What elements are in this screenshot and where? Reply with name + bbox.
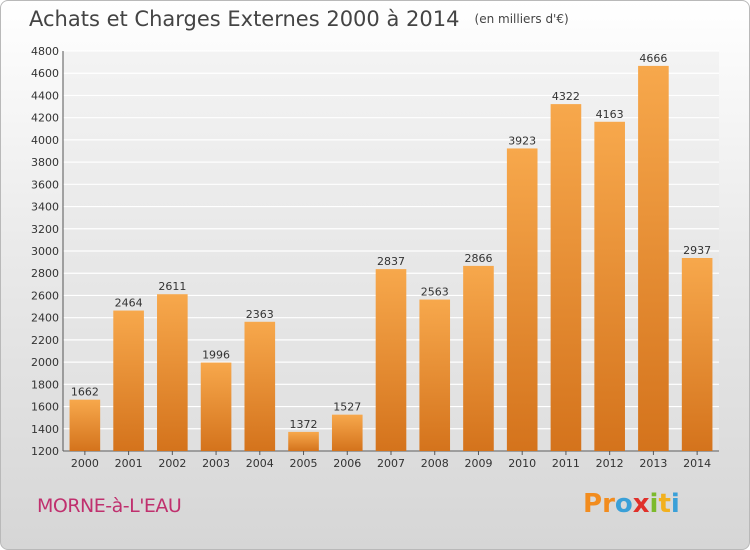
chart-unit: (en milliers d'€) bbox=[474, 12, 569, 26]
bar-value-label: 2866 bbox=[464, 252, 492, 265]
bar bbox=[419, 299, 451, 451]
bar bbox=[113, 310, 144, 451]
x-tick-label: 2008 bbox=[421, 457, 449, 470]
commune-name: MORNE-à-L'EAU bbox=[37, 495, 182, 517]
y-tick-label: 3600 bbox=[31, 178, 59, 191]
y-tick-label: 1800 bbox=[31, 378, 59, 391]
bar bbox=[375, 269, 407, 451]
logo-letter: r bbox=[602, 489, 615, 519]
bar-value-label: 2363 bbox=[246, 308, 274, 321]
bar bbox=[69, 399, 101, 451]
proxiti-logo: Proxiti bbox=[583, 489, 680, 519]
x-tick-label: 2010 bbox=[508, 457, 536, 470]
logo-letter: i bbox=[649, 489, 659, 519]
bar-value-label: 4163 bbox=[596, 108, 624, 121]
bar-value-label: 2611 bbox=[158, 280, 186, 293]
bar bbox=[157, 294, 188, 451]
bar bbox=[331, 414, 363, 451]
bar bbox=[681, 258, 713, 451]
bar bbox=[288, 431, 319, 451]
y-tick-label: 2000 bbox=[31, 356, 59, 369]
bar bbox=[594, 121, 625, 452]
chart-title-text: Achats et Charges Externes 2000 à 2014 bbox=[29, 7, 460, 31]
bar-value-label: 3923 bbox=[508, 134, 536, 147]
bar-value-label: 1527 bbox=[333, 401, 361, 414]
y-tick-label: 3000 bbox=[31, 245, 59, 258]
bar bbox=[200, 362, 232, 451]
y-tick-label: 4600 bbox=[31, 67, 59, 80]
logo-letter: t bbox=[658, 489, 671, 519]
logo-letter: i bbox=[670, 489, 680, 519]
bar-value-label: 4322 bbox=[552, 90, 580, 103]
x-tick-label: 2002 bbox=[158, 457, 186, 470]
x-tick-label: 2003 bbox=[202, 457, 230, 470]
bar bbox=[244, 321, 276, 451]
bar-value-label: 1996 bbox=[202, 349, 230, 362]
chart-title: Achats et Charges Externes 2000 à 2014 (… bbox=[29, 7, 569, 31]
x-tick-label: 2007 bbox=[377, 457, 405, 470]
y-tick-label: 2600 bbox=[31, 289, 59, 302]
y-tick-label: 4200 bbox=[31, 112, 59, 125]
bar-value-label: 2464 bbox=[115, 297, 143, 310]
y-tick-label: 4800 bbox=[31, 45, 59, 58]
y-tick-label: 2800 bbox=[31, 267, 59, 280]
x-tick-label: 2013 bbox=[639, 457, 667, 470]
x-tick-label: 2012 bbox=[596, 457, 624, 470]
y-tick-label: 3400 bbox=[31, 201, 59, 214]
y-tick-label: 1200 bbox=[31, 445, 59, 458]
y-tick-label: 4400 bbox=[31, 89, 59, 102]
bar bbox=[638, 65, 669, 451]
bar-value-label: 1662 bbox=[71, 386, 99, 399]
bar-value-label: 2837 bbox=[377, 255, 405, 268]
x-tick-label: 2001 bbox=[115, 457, 143, 470]
bar-value-label: 2563 bbox=[421, 286, 449, 299]
logo-letter: o bbox=[614, 489, 633, 519]
bar-value-label: 2937 bbox=[683, 244, 711, 257]
bar bbox=[506, 148, 538, 451]
bar bbox=[463, 265, 494, 451]
x-tick-label: 2009 bbox=[464, 457, 492, 470]
logo-letter: x bbox=[632, 489, 650, 519]
x-tick-label: 2006 bbox=[333, 457, 361, 470]
y-tick-label: 4000 bbox=[31, 134, 59, 147]
logo-letter: P bbox=[583, 489, 603, 519]
bar bbox=[550, 104, 582, 451]
x-tick-label: 2004 bbox=[246, 457, 274, 470]
y-tick-label: 3200 bbox=[31, 223, 59, 236]
y-tick-label: 1400 bbox=[31, 423, 59, 436]
x-tick-label: 2014 bbox=[683, 457, 711, 470]
y-tick-label: 3800 bbox=[31, 156, 59, 169]
y-tick-label: 1600 bbox=[31, 401, 59, 414]
x-tick-label: 2005 bbox=[290, 457, 318, 470]
y-tick-label: 2400 bbox=[31, 312, 59, 325]
bar-value-label: 4666 bbox=[639, 52, 667, 65]
y-tick-label: 2200 bbox=[31, 334, 59, 347]
x-tick-label: 2000 bbox=[71, 457, 99, 470]
bar-value-label: 1372 bbox=[290, 418, 318, 431]
x-tick-label: 2011 bbox=[552, 457, 580, 470]
